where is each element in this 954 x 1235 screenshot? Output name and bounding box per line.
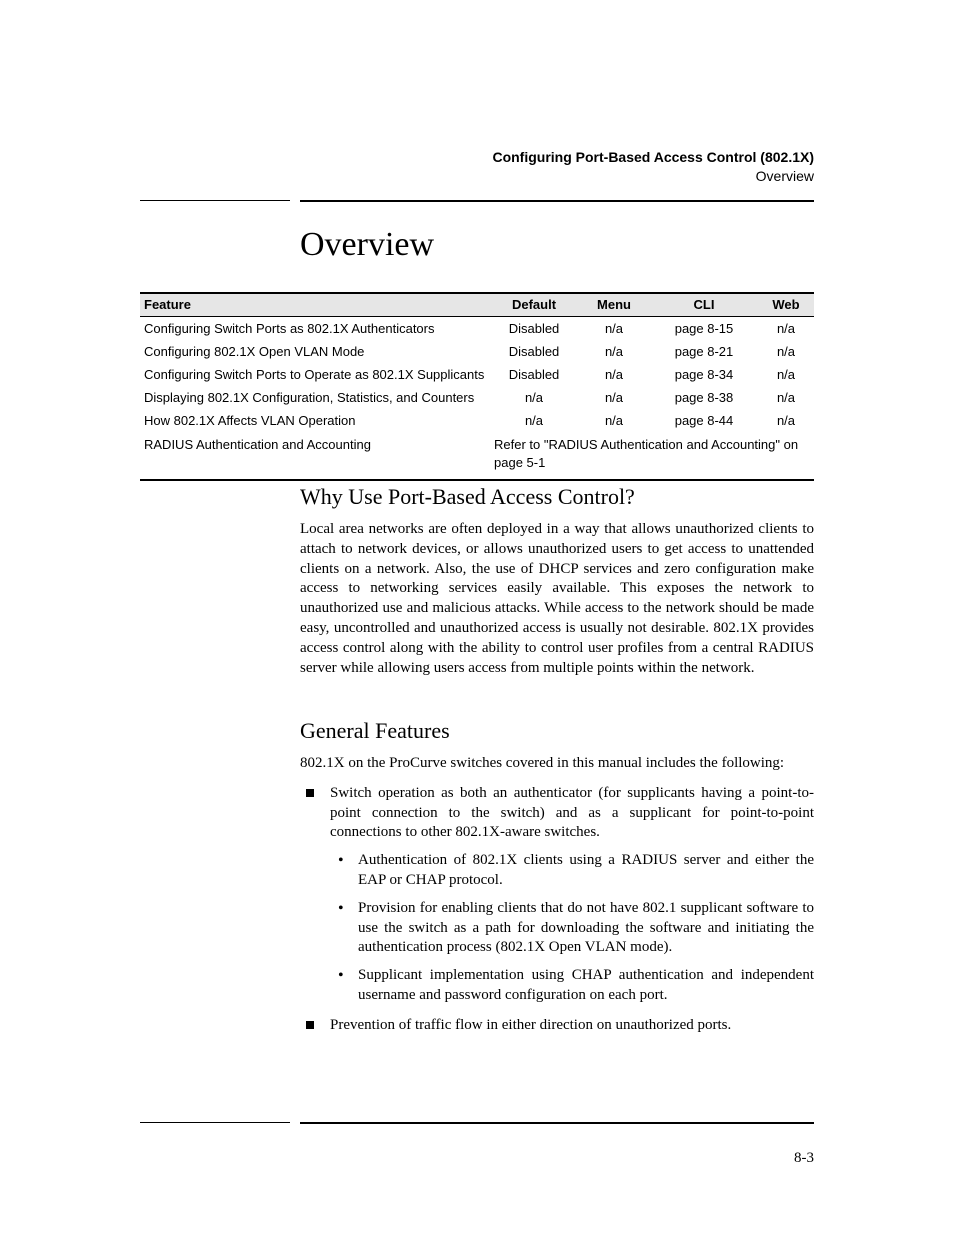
cell-default: n/a — [494, 390, 574, 405]
section-general-features: General Features 802.1X on the ProCurve … — [300, 718, 814, 1046]
cell-default: n/a — [494, 413, 574, 428]
cell-menu: n/a — [574, 413, 654, 428]
cell-default: Disabled — [494, 344, 574, 359]
list-item-text: Supplicant implementation using CHAP aut… — [358, 967, 814, 1003]
cell-default: Disabled — [494, 367, 574, 382]
list-item: Switch operation as both an authenticato… — [300, 784, 814, 1006]
col-web: Web — [754, 297, 818, 312]
table-row: Displaying 802.1X Configuration, Statist… — [140, 386, 814, 409]
table-row: RADIUS Authentication and Accounting Ref… — [140, 432, 814, 475]
cell-feature: Configuring Switch Ports to Operate as 8… — [144, 367, 494, 382]
cell-feature: How 802.1X Affects VLAN Operation — [144, 413, 494, 428]
table-row: Configuring 802.1X Open VLAN Mode Disabl… — [140, 340, 814, 363]
list-item: Authentication of 802.1X clients using a… — [330, 851, 814, 891]
bottom-rule — [140, 1122, 814, 1126]
cell-menu: n/a — [574, 321, 654, 336]
header-subtitle: Overview — [492, 167, 814, 186]
cell-default: Disabled — [494, 321, 574, 336]
cell-menu: n/a — [574, 344, 654, 359]
list-item: Supplicant implementation using CHAP aut… — [330, 966, 814, 1006]
table-row: How 802.1X Affects VLAN Operation n/a n/… — [140, 409, 814, 432]
cell-feature: RADIUS Authentication and Accounting — [144, 436, 494, 454]
table-header-row: Feature Default Menu CLI Web — [140, 294, 814, 317]
intro-gf: 802.1X on the ProCurve switches covered … — [300, 754, 814, 774]
col-default: Default — [494, 297, 574, 312]
col-menu: Menu — [574, 297, 654, 312]
cell-cli: page 8-15 — [654, 321, 754, 336]
page-number: 8-3 — [794, 1150, 814, 1167]
table-row: Configuring Switch Ports as 802.1X Authe… — [140, 317, 814, 340]
body-why: Local area networks are often deployed i… — [300, 520, 814, 678]
top-rule — [140, 200, 814, 204]
list-item-text: Switch operation as both an authenticato… — [330, 785, 814, 841]
list-item: Provision for enabling clients that do n… — [330, 899, 814, 958]
heading-why: Why Use Port-Based Access Control? — [300, 484, 814, 510]
cell-cli: page 8-21 — [654, 344, 754, 359]
cell-web: n/a — [754, 390, 818, 405]
heading-gf: General Features — [300, 718, 814, 744]
feature-table: Feature Default Menu CLI Web Configuring… — [140, 292, 814, 481]
col-feature: Feature — [144, 297, 494, 312]
page: Configuring Port-Based Access Control (8… — [0, 0, 954, 1235]
section-why: Why Use Port-Based Access Control? Local… — [300, 484, 814, 678]
list-item-text: Authentication of 802.1X clients using a… — [358, 852, 814, 888]
running-header: Configuring Port-Based Access Control (8… — [492, 148, 814, 186]
cell-web: n/a — [754, 367, 818, 382]
cell-web: n/a — [754, 344, 818, 359]
cell-feature: Configuring 802.1X Open VLAN Mode — [144, 344, 494, 359]
cell-web: n/a — [754, 413, 818, 428]
cell-menu: n/a — [574, 367, 654, 382]
cell-menu: n/a — [574, 390, 654, 405]
cell-note: Refer to "RADIUS Authentication and Acco… — [494, 436, 818, 471]
cell-cli: page 8-34 — [654, 367, 754, 382]
gf-list: Switch operation as both an authenticato… — [300, 784, 814, 1036]
gf-sublist: Authentication of 802.1X clients using a… — [330, 851, 814, 1006]
cell-web: n/a — [754, 321, 818, 336]
cell-cli: page 8-38 — [654, 390, 754, 405]
cell-feature: Displaying 802.1X Configuration, Statist… — [144, 390, 494, 405]
cell-feature: Configuring Switch Ports as 802.1X Authe… — [144, 321, 494, 336]
header-title: Configuring Port-Based Access Control (8… — [492, 148, 814, 167]
list-item-text: Provision for enabling clients that do n… — [358, 900, 814, 956]
table-row: Configuring Switch Ports to Operate as 8… — [140, 363, 814, 386]
list-item-text: Prevention of traffic flow in either dir… — [330, 1017, 731, 1033]
list-item: Prevention of traffic flow in either dir… — [300, 1016, 814, 1036]
cell-cli: page 8-44 — [654, 413, 754, 428]
page-title: Overview — [300, 226, 434, 264]
col-cli: CLI — [654, 297, 754, 312]
